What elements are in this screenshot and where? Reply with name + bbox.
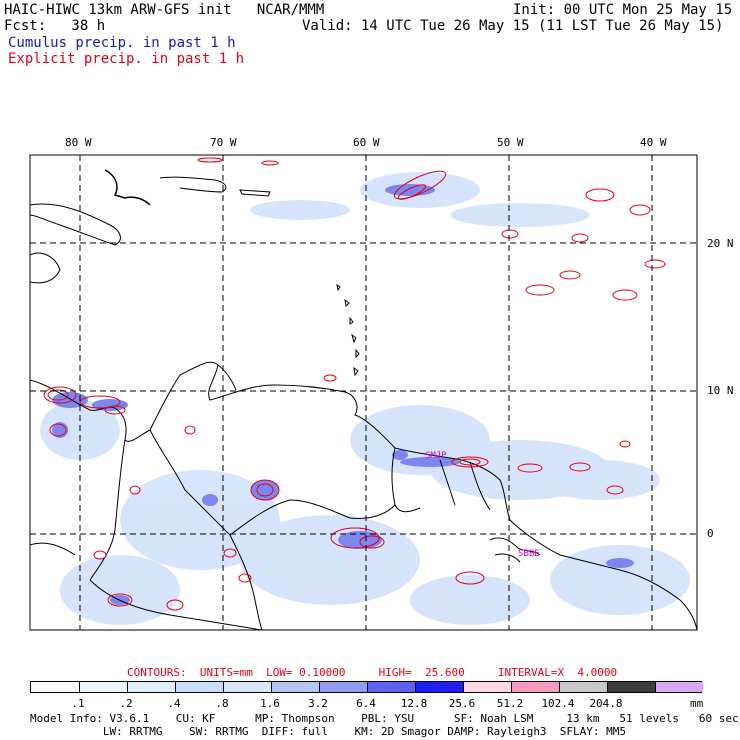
colorbar-swatch xyxy=(415,682,463,692)
colorbar-tick-label: 12.8 xyxy=(400,697,428,710)
colorbar-tick-label: .2 xyxy=(119,697,133,710)
station-smjp: SMJP xyxy=(425,451,447,461)
contours-label: CONTOURS: UNITS=mm LOW= 0.10000 HIGH= 25… xyxy=(127,666,618,679)
station-sbbe: SBBE xyxy=(518,549,540,559)
lat-label-0: 0 xyxy=(707,527,714,540)
cumulus-label: Cumulus precip. in past 1 h xyxy=(8,35,236,51)
model-info-line2: LW: RRTMG SW: RRTMG DIFF: full KM: 2D Sm… xyxy=(30,725,627,738)
graticule xyxy=(30,155,697,630)
colorbar-swatch xyxy=(559,682,607,692)
colorbar-tick-label: .8 xyxy=(215,697,229,710)
colorbar-swatch xyxy=(127,682,175,692)
colorbar-swatch xyxy=(175,682,223,692)
colorbar-tick-label: 3.2 xyxy=(308,697,328,710)
forecast-hour: Fcst: 38 h xyxy=(4,18,106,34)
lon-label-60w: 60 W xyxy=(353,136,380,149)
explicit-label: Explicit precip. in past 1 h xyxy=(8,51,245,67)
colorbar-tick-label: .1 xyxy=(71,697,85,710)
colorbar-swatch xyxy=(511,682,559,692)
colorbar-swatch xyxy=(319,682,367,692)
colorbar-tick-label: 102.4 xyxy=(541,697,575,710)
colorbar-swatch xyxy=(367,682,415,692)
colorbar-swatch xyxy=(223,682,271,692)
colorbar-tick-label: 1.6 xyxy=(260,697,280,710)
colorbar-swatch xyxy=(607,682,655,692)
colorbar-tick-label: 204.8 xyxy=(589,697,623,710)
init-time: Init: 00 UTC Mon 25 May 15 xyxy=(513,2,733,18)
colorbar-tick-label: 6.4 xyxy=(356,697,376,710)
colorbar-tick-label: 51.2 xyxy=(496,697,524,710)
lon-label-70w: 70 W xyxy=(210,136,237,149)
lon-label-40w: 40 W xyxy=(640,136,667,149)
colorbar-tick-label: 25.6 xyxy=(448,697,476,710)
colorbar-units: mm xyxy=(690,697,704,710)
colorbar-swatch xyxy=(463,682,511,692)
lat-label-10n: 10 N xyxy=(707,384,734,397)
colorbar-swatch xyxy=(271,682,319,692)
explicit-precip-contours xyxy=(43,157,666,611)
colorbar-swatch xyxy=(655,682,703,692)
colorbar-swatch xyxy=(79,682,127,692)
model-info-line1: Model Info: V3.6.1 CU: KF MP: Thompson P… xyxy=(30,712,739,725)
colorbar-tick-label: .4 xyxy=(167,697,181,710)
colorbar-swatch xyxy=(31,682,79,692)
lat-label-20n: 20 N xyxy=(707,237,734,250)
lon-label-80w: 80 W xyxy=(65,136,92,149)
map-frame xyxy=(29,154,698,631)
lon-label-50w: 50 W xyxy=(497,136,524,149)
coastlines xyxy=(30,169,697,630)
map-title: HAIC-HIWC 13km ARW-GFS init NCAR/MMM xyxy=(4,2,325,18)
cumulus-precip-shading xyxy=(40,172,690,625)
valid-time: Valid: 14 UTC Tue 26 May 15 (11 LST Tue … xyxy=(302,18,724,34)
colorbar xyxy=(30,681,703,693)
